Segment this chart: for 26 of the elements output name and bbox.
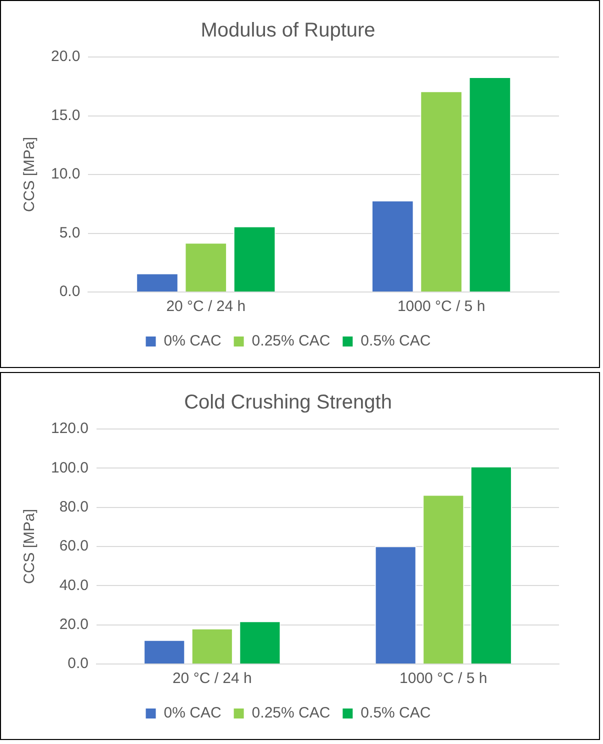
y-axis-title: CCS [MPa] xyxy=(21,136,38,212)
x-tick-label: 1000 °C / 5 h xyxy=(400,670,488,688)
y-tick-label: 60.0 xyxy=(59,538,89,555)
x-tick-label: 1000 °C / 5 h xyxy=(397,298,486,316)
legend-label: 0% CAC xyxy=(164,332,222,350)
y-axis-title: CCS [MPa] xyxy=(21,508,38,584)
y-tick-label: 40.0 xyxy=(59,576,89,594)
y-tick-label: 10.0 xyxy=(50,166,80,183)
chart-title: Modulus of Rupture xyxy=(200,20,376,42)
legend-label: 0.25% CAC xyxy=(252,704,330,722)
x-tick-label: 20 °C / 24 h xyxy=(172,670,252,688)
legend-label: 0.5% CAC xyxy=(360,332,431,350)
y-tick-label: 0.0 xyxy=(59,283,80,300)
y-tick-label: 5.0 xyxy=(59,224,80,242)
y-tick-label: 120.0 xyxy=(50,420,89,438)
y-tick-label: 15.0 xyxy=(50,106,80,124)
legend-label: 0.5% CAC xyxy=(360,704,431,722)
y-tick-label: 100.0 xyxy=(50,459,89,476)
chart-title: Cold Crushing Strength xyxy=(184,392,392,414)
y-tick-label: 0.0 xyxy=(68,655,89,672)
x-tick-label: 20 °C / 24 h xyxy=(166,298,246,316)
legend-label: 0% CAC xyxy=(164,704,222,722)
y-tick-label: 20.0 xyxy=(50,48,80,66)
y-tick-label: 20.0 xyxy=(59,616,89,633)
legend-label: 0.25% CAC xyxy=(252,332,330,350)
y-tick-label: 80.0 xyxy=(59,498,89,516)
